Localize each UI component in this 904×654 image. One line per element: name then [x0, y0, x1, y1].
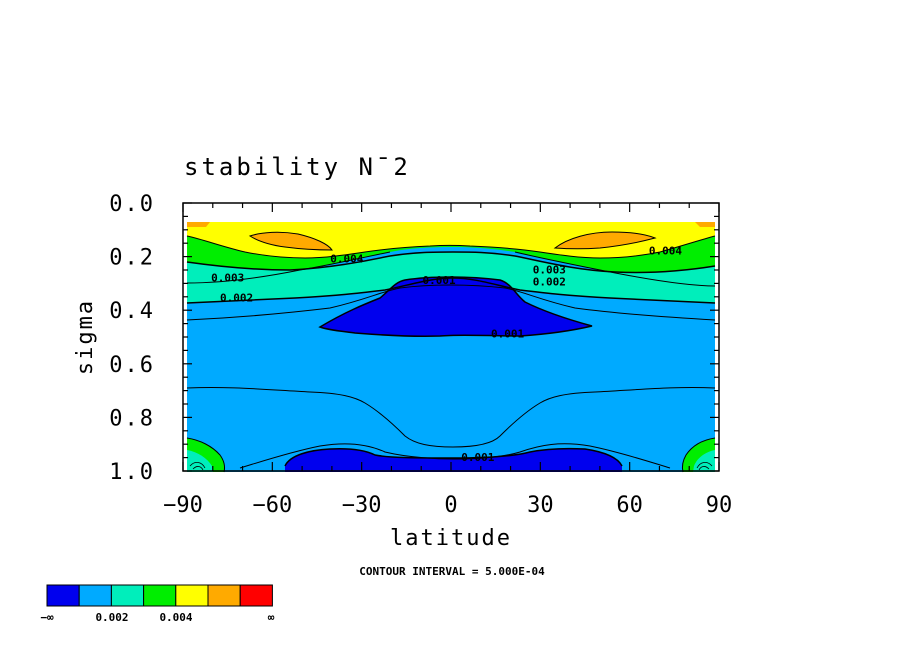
- contour-line: [284, 447, 623, 467]
- contour-line: [248, 231, 333, 251]
- contour-label: 0.003: [211, 271, 244, 284]
- fill-band-below-0.001-lower: [285, 448, 622, 472]
- colorbar-swatch: [175, 584, 209, 607]
- colorbar: [46, 584, 273, 607]
- x-tick-label: 0: [444, 493, 457, 518]
- contour-line: [186, 437, 225, 473]
- contour-label: 0.004: [330, 253, 363, 266]
- fill-band-0.005-0.006-corner-left: [187, 222, 210, 227]
- y-tick-labels: 0.0 0.2 0.4 0.6 0.8 1.0: [109, 192, 155, 485]
- contour-label: 0.002: [220, 291, 253, 304]
- contour-line: [186, 251, 716, 274]
- y-tick-label: 0.8: [109, 406, 155, 431]
- fill-band-0.005-0.006-corner-right: [695, 222, 715, 227]
- colorbar-label: ∞: [268, 611, 275, 624]
- contour-line: [514, 251, 716, 287]
- contour-line: [186, 235, 716, 259]
- colorbar-swatch: [78, 584, 112, 607]
- x-axis-label: latitude: [390, 526, 512, 551]
- colorbar-swatch: [143, 584, 177, 607]
- contour-interval-text: CONTOUR INTERVAL = 5.000E-04: [359, 565, 545, 578]
- colorbar-swatch: [110, 584, 145, 607]
- colorbar-label: 0.002: [95, 611, 128, 624]
- fill-band-0.002-0.003-bottom-left: [187, 450, 213, 472]
- chart-title: stability N¯2: [184, 153, 411, 181]
- fill-band-0.002-0.003-bottom-right: [693, 450, 715, 472]
- y-tick-label: 1.0: [109, 460, 155, 485]
- x-tick-label: 90: [706, 493, 733, 518]
- contour-line: [239, 443, 454, 469]
- contour-line: [186, 284, 716, 321]
- y-tick-label: 0.2: [109, 246, 155, 271]
- x-tick-label: −90: [163, 493, 203, 518]
- contour-label: 0.003: [533, 263, 566, 276]
- contour-line: [186, 277, 716, 304]
- contour-label: 0.002: [533, 275, 566, 288]
- colorbar-swatch: [207, 584, 241, 607]
- contour-label: 0.001: [461, 451, 494, 464]
- x-tick-labels: −90 −60 −30 0 30 60 90: [163, 493, 732, 518]
- contour-line: [681, 437, 716, 473]
- y-axis-label: sigma: [73, 299, 98, 375]
- y-tick-label: 0.0: [109, 192, 155, 217]
- colorbar-labels: −∞ 0.002 0.004 ∞: [40, 611, 274, 624]
- colorbar-label: 0.004: [159, 611, 192, 624]
- y-tick-label: 0.6: [109, 353, 155, 378]
- contour-fills: [187, 222, 715, 472]
- corner-detail: [189, 462, 713, 471]
- contour-lines: [186, 231, 716, 473]
- contour-label: 0.004: [649, 245, 682, 258]
- contour-line: [452, 443, 671, 469]
- x-tick-label: 60: [616, 493, 643, 518]
- axis-ticks: [182, 202, 720, 472]
- contour-line: [318, 276, 593, 338]
- contour-line: [553, 231, 657, 250]
- contour-label: 0.001: [423, 274, 456, 287]
- contour-label: 0.001: [491, 328, 524, 341]
- colorbar-swatch: [46, 584, 80, 607]
- contour-line: [186, 386, 716, 448]
- fill-band-0.005-0.006-right: [555, 232, 655, 249]
- x-tick-label: 30: [527, 493, 554, 518]
- y-tick-label: 0.4: [109, 299, 155, 324]
- colorbar-label: −∞: [40, 611, 54, 624]
- colorbar-swatch: [239, 584, 273, 607]
- contour-labels: 0.0040.0040.0030.0030.0020.0020.0010.001…: [211, 245, 682, 464]
- fill-band-0.005-0.006-left: [250, 232, 332, 250]
- x-tick-label: −60: [252, 493, 292, 518]
- x-tick-label: −30: [342, 493, 382, 518]
- contour-line: [186, 251, 391, 284]
